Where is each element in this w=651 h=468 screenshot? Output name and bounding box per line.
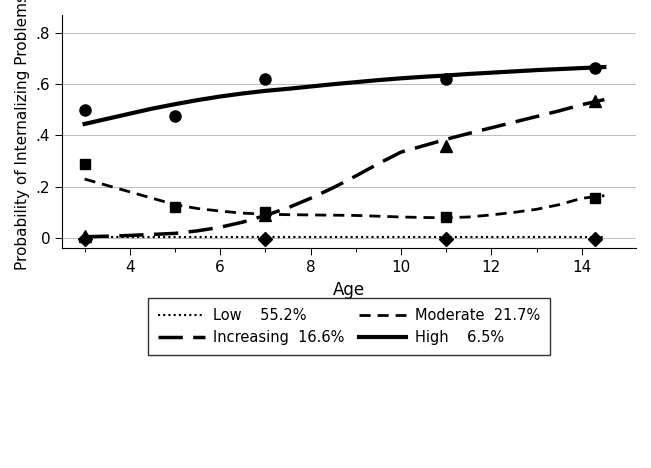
Legend: Low    55.2%, Increasing  16.6%, Moderate  21.7%, High    6.5%: Low 55.2%, Increasing 16.6%, Moderate 21…	[148, 298, 550, 355]
X-axis label: Age: Age	[333, 281, 365, 299]
Y-axis label: Probability of Internalizing Problems: Probability of Internalizing Problems	[15, 0, 30, 270]
